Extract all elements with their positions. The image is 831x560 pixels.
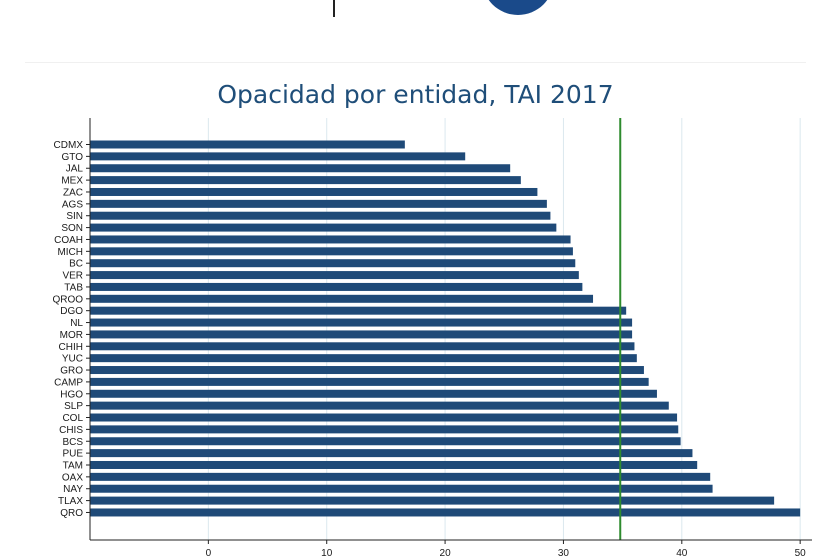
x-tick-label: 0 xyxy=(206,548,212,559)
category-label: NL xyxy=(70,318,83,329)
bar-bcs xyxy=(90,437,681,446)
category-label: CHIS xyxy=(59,425,83,436)
category-label: YUC xyxy=(62,354,83,365)
bar-bc xyxy=(90,259,576,268)
category-label: GRO xyxy=(60,366,83,377)
bar-tab xyxy=(90,282,583,291)
bar-coah xyxy=(90,235,571,244)
bar-gro xyxy=(90,366,644,375)
category-label: TLAX xyxy=(58,496,83,507)
x-tick-label: 30 xyxy=(558,548,570,559)
top-banner xyxy=(0,0,831,60)
category-label: CAMP xyxy=(54,377,83,388)
bar-hgo xyxy=(90,389,657,398)
bar-col xyxy=(90,413,678,422)
bar-cdmx xyxy=(90,140,405,149)
bars xyxy=(90,140,801,517)
category-label: SLP xyxy=(64,401,83,412)
category-label: PUE xyxy=(62,449,83,460)
bar-nl xyxy=(90,318,633,327)
category-label: SON xyxy=(61,223,83,234)
bar-chis xyxy=(90,425,679,434)
category-label: MOR xyxy=(60,330,83,341)
category-label: SIN xyxy=(66,211,83,222)
x-tick-label: 20 xyxy=(440,548,452,559)
bar-gto xyxy=(90,152,466,161)
category-label: DGO xyxy=(60,306,83,317)
header-separator xyxy=(25,62,806,63)
banner-divider xyxy=(333,0,335,17)
bar-nay xyxy=(90,484,713,493)
axes: 0 10 20 30 40 50 xyxy=(89,118,812,559)
x-tick-label: 10 xyxy=(321,548,333,559)
bar-sin xyxy=(90,211,551,220)
bar-ver xyxy=(90,271,579,280)
category-label: NAY xyxy=(63,484,83,495)
bar-chih xyxy=(90,342,635,351)
category-label: AGS xyxy=(62,199,83,210)
bar-zac xyxy=(90,187,538,196)
bar-mich xyxy=(90,247,573,256)
category-labels: CDMXGTOJALMEXZACAGSSINSONCOAHMICHBCVERTA… xyxy=(52,140,90,519)
bar-qro xyxy=(90,508,801,517)
bar-tlax xyxy=(90,496,775,505)
x-tick-label: 50 xyxy=(795,548,807,559)
bar-camp xyxy=(90,377,649,386)
category-label: JAL xyxy=(66,164,84,175)
bar-tam xyxy=(90,460,698,469)
logo-icon xyxy=(488,0,548,15)
bar-qroo xyxy=(90,294,594,303)
category-label: BCS xyxy=(62,437,83,448)
category-label: VER xyxy=(62,271,83,282)
bar-oax xyxy=(90,472,711,481)
category-label: ZAC xyxy=(63,187,83,198)
category-label: HGO xyxy=(60,389,83,400)
x-tick-label: 40 xyxy=(676,548,688,559)
chart-title: Opacidad por entidad, TAI 2017 xyxy=(217,80,614,109)
category-label: TAM xyxy=(63,460,83,471)
category-label: QRO xyxy=(60,508,83,519)
bar-slp xyxy=(90,401,669,410)
bar-mex xyxy=(90,176,521,185)
category-label: COAH xyxy=(54,235,83,246)
category-label: CHIH xyxy=(59,342,83,353)
bar-jal xyxy=(90,164,511,173)
category-label: BC xyxy=(69,259,83,270)
category-label: COL xyxy=(62,413,83,424)
bar-dgo xyxy=(90,306,627,315)
category-label: CDMX xyxy=(54,140,84,151)
category-label: GTO xyxy=(62,152,84,163)
bar-ags xyxy=(90,199,547,208)
category-label: MEX xyxy=(61,176,83,187)
category-label: TAB xyxy=(64,282,83,293)
bar-yuc xyxy=(90,354,637,363)
category-label: MICH xyxy=(57,247,83,258)
category-label: OAX xyxy=(62,472,83,483)
bar-mor xyxy=(90,330,633,339)
category-label: QROO xyxy=(52,294,83,305)
bar-pue xyxy=(90,449,693,458)
bar-son xyxy=(90,223,557,232)
